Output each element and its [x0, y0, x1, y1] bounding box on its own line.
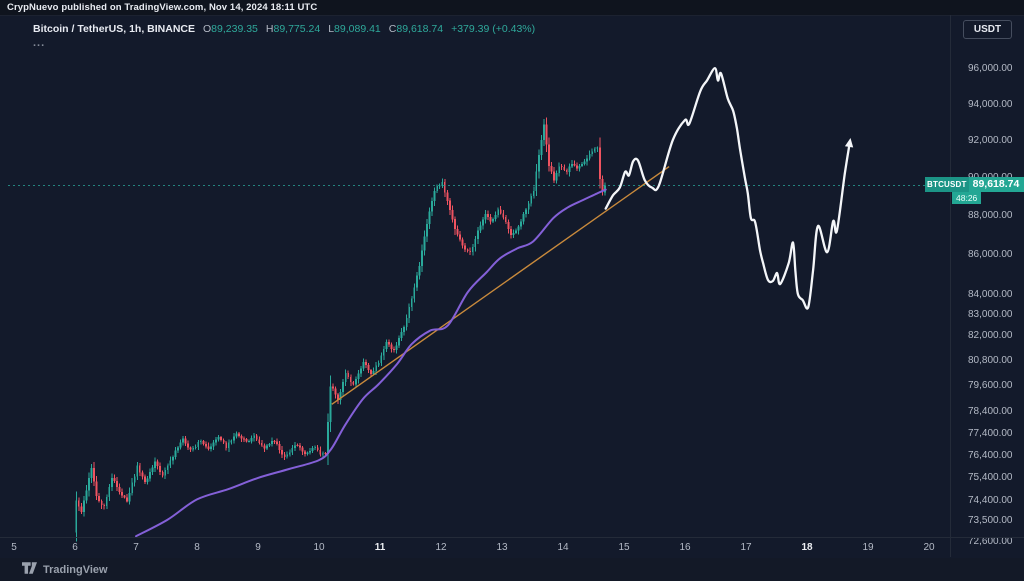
moving-average-line	[135, 188, 607, 538]
price-tick-label: 84,000.00	[968, 289, 1013, 301]
price-tick-label: 92,000.00	[968, 135, 1013, 147]
price-tick-label: 80,800.00	[968, 354, 1013, 366]
price-tick-label: 82,000.00	[968, 329, 1013, 341]
price-tick-label: 76,400.00	[968, 449, 1013, 461]
time-tick-label: 14	[557, 542, 569, 553]
time-tick-label: 8	[194, 542, 200, 553]
time-tick-label: 16	[679, 542, 691, 553]
ohlc-value: 89,775.24	[273, 23, 321, 35]
last-price-label: BTCUSDT 89,618.74 48:26	[925, 177, 1024, 205]
attribution-bar: CrypNuevo published on TradingView.com, …	[0, 0, 1024, 16]
legend-more-button[interactable]: ...	[33, 37, 46, 49]
price-tick-label: 88,000.00	[968, 210, 1013, 222]
change-readout: +379.39 (+0.43%)	[451, 23, 536, 35]
time-tick-label: 9	[255, 542, 261, 553]
time-tick-label: 17	[740, 542, 752, 553]
ohlc-key: O	[203, 23, 212, 35]
time-tick-label: 12	[435, 542, 447, 553]
ohlc-value: 89,618.74	[396, 23, 444, 35]
ohlc-key: C	[388, 23, 397, 35]
price-tick-label: 72,600.00	[968, 536, 1013, 547]
time-tick-label: 15	[618, 542, 630, 553]
currency-toggle-button[interactable]: USDT	[963, 20, 1012, 39]
time-tick-label: 7	[133, 542, 139, 553]
symbol-legend: Bitcoin / TetherUS, 1h, BINANCE O89,239.3…	[33, 23, 535, 35]
last-price-value: 89,618.74	[968, 177, 1024, 193]
price-tick-label: 74,400.00	[968, 494, 1013, 506]
symbol-badge: BTCUSDT	[925, 177, 969, 193]
time-tick-label: 5	[11, 542, 17, 553]
time-scale[interactable]: 5 6 7 8 9 10 11 12 13 14 15 16 17 18 19 20	[0, 537, 1024, 559]
price-scale[interactable]: 96,000.0094,000.0092,000.0090,000.0088,0…	[950, 15, 1024, 557]
price-tick-label: 79,600.00	[968, 380, 1013, 392]
time-tick-label: 10	[313, 542, 325, 553]
ohlc-key: H	[265, 23, 274, 35]
price-tick-label: 96,000.00	[968, 63, 1013, 74]
attribution-text: CrypNuevo published on TradingView.com, …	[7, 2, 318, 13]
bar-countdown: 48:26	[952, 192, 982, 205]
ohlc-readout: O89,239.35 H89,775.24 L89,089.41 C89,618.74	[195, 23, 443, 35]
ohlc-value: 89,239.35	[211, 23, 258, 35]
price-tick-label: 83,000.00	[968, 309, 1013, 321]
price-tick-label: 73,500.00	[968, 515, 1013, 527]
ohlc-value: 89,089.41	[334, 23, 381, 35]
time-tick-label: 6	[72, 542, 78, 553]
time-tick-label: 20	[923, 542, 935, 553]
candles-layer	[75, 117, 606, 542]
symbol-title[interactable]: Bitcoin / TetherUS, 1h, BINANCE	[33, 23, 195, 35]
ohlc-key: L	[328, 23, 335, 35]
projection-arrowhead	[844, 138, 854, 148]
price-tick-label: 78,400.00	[968, 405, 1013, 417]
price-tick-label: 77,400.00	[968, 427, 1013, 439]
projection-line[interactable]	[604, 66, 851, 310]
trendline-orange[interactable]	[331, 166, 670, 405]
tradingview-logo-icon[interactable]	[22, 561, 37, 579]
time-tick-label: 18	[801, 542, 813, 553]
price-tick-label: 75,400.00	[968, 471, 1013, 483]
footer-bar: TradingView	[0, 558, 1024, 581]
price-tick-label: 94,000.00	[968, 98, 1013, 110]
time-tick-label: 13	[496, 542, 508, 553]
time-tick-label: 19	[862, 542, 874, 553]
time-tick-label: 11	[374, 542, 386, 553]
tradingview-brand-link[interactable]: TradingView	[43, 563, 108, 576]
price-tick-label: 86,000.00	[968, 249, 1013, 261]
